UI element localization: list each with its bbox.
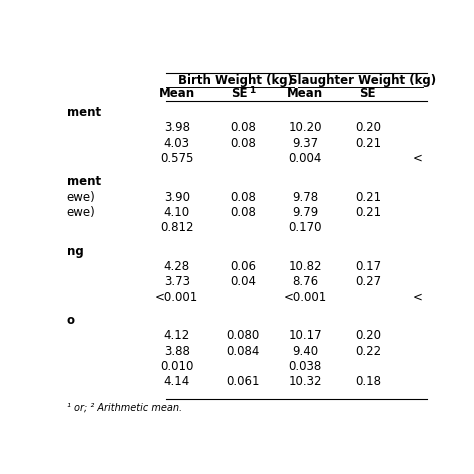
- Text: 10.17: 10.17: [289, 329, 322, 342]
- Text: 0.170: 0.170: [289, 221, 322, 234]
- Text: 0.06: 0.06: [230, 260, 256, 273]
- Text: <0.001: <0.001: [284, 291, 327, 303]
- Text: 1: 1: [249, 86, 255, 95]
- Text: 0.18: 0.18: [355, 375, 381, 388]
- Text: 10.32: 10.32: [289, 375, 322, 388]
- Text: Mean: Mean: [287, 87, 323, 100]
- Text: 4.03: 4.03: [164, 137, 190, 149]
- Text: 4.14: 4.14: [164, 375, 190, 388]
- Text: 0.22: 0.22: [355, 345, 381, 357]
- Text: 0.080: 0.080: [226, 329, 260, 342]
- Text: SE: SE: [231, 87, 247, 100]
- Text: 0.21: 0.21: [355, 137, 381, 149]
- Text: ewe): ewe): [66, 191, 95, 203]
- Text: 0.061: 0.061: [226, 375, 260, 388]
- Text: 9.78: 9.78: [292, 191, 319, 203]
- Text: Mean: Mean: [159, 87, 195, 100]
- Text: ewe): ewe): [66, 206, 95, 219]
- Text: 4.10: 4.10: [164, 206, 190, 219]
- Text: <: <: [413, 291, 423, 303]
- Text: 0.21: 0.21: [355, 206, 381, 219]
- Text: 9.79: 9.79: [292, 206, 319, 219]
- Text: Birth Weight (kg): Birth Weight (kg): [178, 73, 293, 87]
- Text: 0.20: 0.20: [355, 329, 381, 342]
- Text: 0.20: 0.20: [355, 121, 381, 134]
- Text: 0.010: 0.010: [160, 360, 193, 373]
- Text: ng: ng: [66, 245, 83, 257]
- Text: ¹ or; ² Arithmetic mean.: ¹ or; ² Arithmetic mean.: [66, 402, 182, 412]
- Text: ment: ment: [66, 175, 100, 188]
- Text: 3.88: 3.88: [164, 345, 190, 357]
- Text: 3.73: 3.73: [164, 275, 190, 288]
- Text: 0.27: 0.27: [355, 275, 381, 288]
- Text: 9.40: 9.40: [292, 345, 319, 357]
- Text: o: o: [66, 314, 74, 327]
- Text: 0.08: 0.08: [230, 121, 256, 134]
- Text: 9.37: 9.37: [292, 137, 319, 149]
- Text: 4.28: 4.28: [164, 260, 190, 273]
- Text: 0.21: 0.21: [355, 191, 381, 203]
- Text: ment: ment: [66, 106, 100, 119]
- Text: 0.08: 0.08: [230, 206, 256, 219]
- Text: <0.001: <0.001: [155, 291, 199, 303]
- Text: 0.575: 0.575: [160, 152, 193, 165]
- Text: 0.084: 0.084: [226, 345, 260, 357]
- Text: 0.17: 0.17: [355, 260, 381, 273]
- Text: 0.004: 0.004: [289, 152, 322, 165]
- Text: 3.90: 3.90: [164, 191, 190, 203]
- Text: 0.08: 0.08: [230, 191, 256, 203]
- Text: <: <: [413, 152, 423, 165]
- Text: 10.20: 10.20: [289, 121, 322, 134]
- Text: Slaughter Weight (kg): Slaughter Weight (kg): [289, 73, 436, 87]
- Text: 4.12: 4.12: [164, 329, 190, 342]
- Text: 10.82: 10.82: [289, 260, 322, 273]
- Text: 8.76: 8.76: [292, 275, 319, 288]
- Text: 0.08: 0.08: [230, 137, 256, 149]
- Text: 0.812: 0.812: [160, 221, 193, 234]
- Text: 0.04: 0.04: [230, 275, 256, 288]
- Text: SE: SE: [360, 87, 376, 100]
- Text: 0.038: 0.038: [289, 360, 322, 373]
- Text: 3.98: 3.98: [164, 121, 190, 134]
